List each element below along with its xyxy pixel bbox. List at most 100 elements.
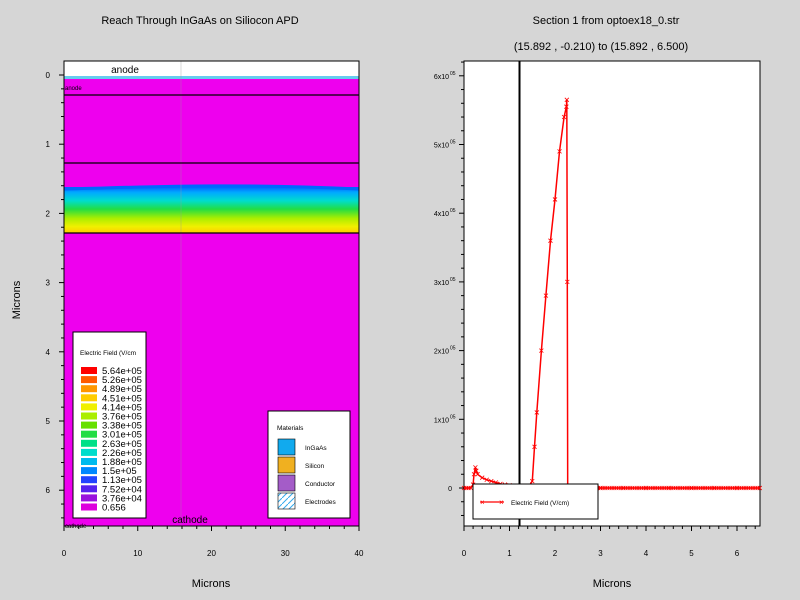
material-label: InGaAs — [305, 445, 327, 452]
field-legend-swatch — [81, 494, 97, 502]
right-y-tick-label: 6x10 — [434, 74, 449, 81]
left-x-tick-label: 30 — [281, 549, 290, 558]
right-legend-label: Electric Field (V/cm) — [511, 500, 569, 507]
field-legend-swatch — [81, 430, 97, 438]
material-label: Silicon — [305, 463, 325, 470]
material-swatch-ingaas — [277, 438, 296, 456]
field-series-point — [471, 471, 477, 477]
right-x-tick-label: 1 — [507, 549, 512, 558]
right-x-axis-title: Microns — [593, 578, 632, 590]
left-y-tick-label: 5 — [46, 417, 51, 426]
right-x-tick-label: 6 — [735, 549, 740, 558]
left-y-tick-label: 2 — [46, 209, 51, 218]
field-series-point — [468, 485, 474, 491]
field-legend: Electric Field (V/cm 5.64e+055.26e+054.8… — [72, 331, 147, 519]
field-legend-label: 3.38e+05 — [102, 421, 142, 432]
right-plot-title: Section 1 from optoex18_0.str — [533, 15, 680, 27]
field-contour-edge — [63, 184, 360, 191]
field-legend-label: 3.01e+05 — [102, 430, 142, 441]
field-series-point — [529, 478, 535, 484]
field-legend-label: 1.5e+05 — [102, 466, 137, 477]
field-legend-label: 3.76e+05 — [102, 412, 142, 423]
field-legend-swatch — [81, 503, 97, 511]
field-series-point — [475, 471, 480, 477]
field-legend-swatch — [81, 412, 97, 420]
field-legend-label: 1.88e+05 — [102, 457, 142, 468]
field-gradient-region — [64, 187, 359, 233]
field-legend-title: Electric Field (V/cm — [80, 350, 136, 357]
field-legend-label: 2.63e+05 — [102, 439, 142, 450]
left-y-tick-label: 4 — [46, 348, 51, 357]
field-legend-label: 4.51e+05 — [102, 393, 142, 404]
right-legend-marker: × — [499, 498, 504, 507]
left-x-tick-label: 20 — [207, 549, 216, 558]
right-y-tick-label: 1x10 — [434, 417, 449, 424]
left-y-tick-label: 3 — [46, 279, 51, 288]
material-label: Electrodes — [305, 499, 336, 506]
field-legend-swatch — [81, 448, 97, 456]
field-legend-swatch — [81, 403, 97, 411]
field-legend-swatch — [81, 394, 97, 402]
right-x-tick-label: 3 — [598, 549, 603, 558]
right-y-tick-label: 2x10 — [434, 349, 449, 356]
field-legend-label: 5.26e+05 — [102, 375, 142, 386]
field-legend-swatch — [81, 367, 97, 374]
material-swatch-silicon — [277, 456, 296, 474]
right-y-tick-label: 3x10 — [434, 280, 449, 287]
left-y-tick-label: 0 — [46, 71, 51, 80]
left-y-axis-title: Microns — [11, 280, 23, 319]
right-y-tick-exponent: 05 — [450, 71, 456, 77]
cathode-label: cathode — [172, 515, 208, 526]
right-y-tick-exponent: 05 — [450, 414, 456, 420]
right-plot-subtitle: (15.892 , -0.210) to (15.892 , 6.500) — [514, 41, 688, 53]
materials-legend: Materials InGaAs Silicon Conductor Electrod… — [267, 410, 351, 519]
anode-electrode — [64, 61, 359, 76]
field-series-point — [543, 293, 549, 298]
left-x-tick-label: 0 — [62, 549, 67, 558]
field-series-point — [534, 410, 540, 415]
field-legend-label: 5.64e+05 — [102, 366, 142, 377]
left-x-tick-label: 10 — [133, 549, 142, 558]
field-legend-label: 3.76e+04 — [102, 493, 142, 504]
right-y-tick-exponent: 05 — [450, 208, 456, 214]
field-series-point — [473, 465, 478, 470]
right-y-tick-label: 0 — [448, 486, 452, 493]
left-x-axis: 0 10 20 30 40 Microns — [62, 526, 364, 590]
material-label: Conductor — [305, 481, 336, 488]
right-y-tick-exponent: 05 — [450, 346, 456, 352]
field-series-point — [565, 279, 570, 285]
left-y-axis: 0 1 2 3 4 5 6 Microns — [11, 71, 64, 519]
field-legend-label: 4.89e+05 — [102, 384, 142, 395]
right-y-tick-exponent: 05 — [450, 140, 456, 146]
material-swatch-conductor — [277, 474, 296, 492]
field-legend-label: 0.656 — [102, 503, 126, 514]
right-plot: Section 1 from optoex18_0.str (15.892 , … — [434, 15, 763, 590]
right-y-tick-exponent: 05 — [450, 277, 456, 283]
anode-small-label: anode — [65, 86, 82, 92]
field-series-point — [539, 348, 544, 353]
field-series-point — [479, 475, 485, 480]
left-plot-title: Reach Through InGaAs on Siliocon APD — [101, 15, 298, 27]
field-legend-swatch — [81, 458, 97, 465]
field-series-point — [548, 238, 553, 243]
cathode-small-label: cathode — [65, 524, 87, 530]
left-x-tick-label: 40 — [355, 549, 364, 558]
right-x-tick-label: 2 — [553, 549, 558, 558]
field-series-point — [532, 444, 537, 450]
left-y-tick-label: 6 — [46, 486, 51, 495]
right-x-tick-label: 4 — [644, 549, 649, 558]
field-legend-swatch — [81, 485, 97, 493]
right-x-axis: 0 1 2 3 4 5 6 Microns — [462, 526, 756, 590]
left-x-axis-title: Microns — [192, 578, 231, 590]
field-series-point — [757, 485, 762, 491]
field-series-point — [564, 104, 569, 109]
right-legend: × × Electric Field (V/cm) — [472, 483, 599, 520]
right-plot-area — [463, 60, 761, 527]
field-series-point — [489, 478, 494, 484]
field-legend-swatch — [81, 421, 97, 429]
field-legend-label: 1.13e+05 — [102, 475, 142, 486]
right-y-tick-label: 5x10 — [434, 143, 449, 150]
right-x-tick-label: 0 — [462, 549, 467, 558]
right-legend-marker: × — [480, 498, 485, 507]
field-legend-label: 2.26e+05 — [102, 448, 142, 459]
